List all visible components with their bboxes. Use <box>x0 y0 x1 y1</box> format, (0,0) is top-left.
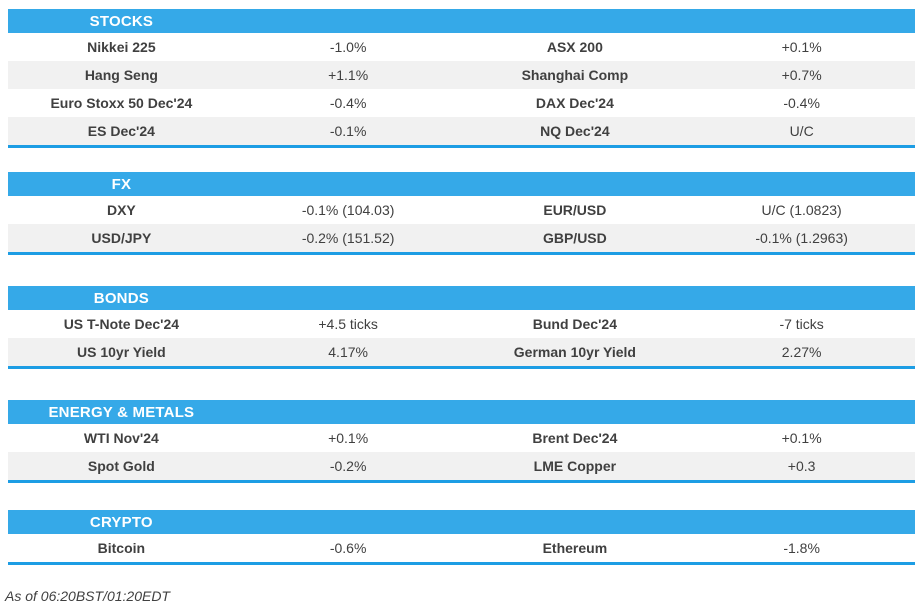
instrument-name: Euro Stoxx 50 Dec'24 <box>50 95 193 111</box>
crypto-section: CRYPTO Bitcoin -0.6% Ethereum -1.8% <box>8 510 915 565</box>
instrument-name: Hang Seng <box>84 67 158 83</box>
bonds-section: BONDS US T-Note Dec'24 +4.5 ticks Bund D… <box>8 286 915 369</box>
instrument-name: Bund Dec'24 <box>532 316 617 332</box>
instrument-name: GBP/USD <box>542 230 607 246</box>
instrument-change: -0.6% <box>329 540 367 556</box>
instrument-change: -0.4% <box>329 95 367 111</box>
energy-metals-section: ENERGY & METALS WTI Nov'24 +0.1% Brent D… <box>8 400 915 483</box>
instrument-change: -0.2% <box>329 458 367 474</box>
instrument-name: ES Dec'24 <box>87 123 155 139</box>
table-row: USD/JPY -0.2% (151.52) GBP/USD -0.1% (1.… <box>8 224 915 252</box>
table-row: ES Dec'24 -0.1% NQ Dec'24 U/C <box>8 117 915 145</box>
stocks-section-header: STOCKS <box>8 9 915 33</box>
table-row: Bitcoin -0.6% Ethereum -1.8% <box>8 534 915 562</box>
table-row: Nikkei 225 -1.0% ASX 200 +0.1% <box>8 33 915 61</box>
table-row: US 10yr Yield 4.17% German 10yr Yield 2.… <box>8 338 915 366</box>
energy-metals-section-header: ENERGY & METALS <box>8 400 915 424</box>
instrument-change: +0.1% <box>328 430 369 446</box>
section-title: ENERGY & METALS <box>48 403 195 421</box>
instrument-name: Ethereum <box>542 540 608 556</box>
instrument-change: +0.1% <box>781 39 822 55</box>
instrument-change: 2.27% <box>781 344 822 360</box>
instrument-change: -0.1% (1.2963) <box>755 230 848 246</box>
instrument-change: -1.8% <box>783 540 820 556</box>
instrument-change: +0.7% <box>781 67 822 83</box>
instrument-change: -1.0% <box>329 39 367 55</box>
fx-section-header: FX <box>8 172 915 196</box>
as-of-timestamp: As of 06:20BST/01:20EDT <box>5 588 170 604</box>
instrument-change: U/C <box>789 123 814 139</box>
table-row: WTI Nov'24 +0.1% Brent Dec'24 +0.1% <box>8 424 915 452</box>
instrument-name: Spot Gold <box>87 458 155 474</box>
instrument-change: +4.5 ticks <box>318 316 378 332</box>
instrument-name: Bitcoin <box>97 540 146 556</box>
section-title: CRYPTO <box>89 513 153 531</box>
instrument-change: -7 ticks <box>779 316 824 332</box>
table-row: Spot Gold -0.2% LME Copper +0.3 <box>8 452 915 480</box>
table-row: Euro Stoxx 50 Dec'24 -0.4% DAX Dec'24 -0… <box>8 89 915 117</box>
table-row: DXY -0.1% (104.03) EUR/USD U/C (1.0823) <box>8 196 915 224</box>
bonds-section-header: BONDS <box>8 286 915 310</box>
crypto-section-header: CRYPTO <box>8 510 915 534</box>
instrument-name: ASX 200 <box>546 39 603 55</box>
instrument-name: German 10yr Yield <box>513 344 636 360</box>
section-title: BONDS <box>93 289 149 307</box>
instrument-name: Shanghai Comp <box>521 67 629 83</box>
instrument-name: US T-Note Dec'24 <box>63 316 180 332</box>
section-title: STOCKS <box>89 12 154 30</box>
section-title: FX <box>111 175 132 193</box>
instrument-name: WTI Nov'24 <box>83 430 159 446</box>
instrument-name: USD/JPY <box>91 230 152 246</box>
instrument-change: +0.3 <box>787 458 816 474</box>
table-row: US T-Note Dec'24 +4.5 ticks Bund Dec'24 … <box>8 310 915 338</box>
instrument-change: 4.17% <box>328 344 368 360</box>
instrument-name: NQ Dec'24 <box>540 123 610 139</box>
instrument-change: -0.1% <box>329 123 367 139</box>
instrument-change: -0.4% <box>783 95 820 111</box>
instrument-change: -0.2% (151.52) <box>301 230 395 246</box>
instrument-name: DAX Dec'24 <box>535 95 614 111</box>
instrument-name: EUR/USD <box>543 202 607 218</box>
fx-section: FX DXY -0.1% (104.03) EUR/USD U/C (1.082… <box>8 172 915 255</box>
instrument-name: Brent Dec'24 <box>532 430 618 446</box>
instrument-change: +0.1% <box>781 430 822 446</box>
instrument-name: LME Copper <box>533 458 617 474</box>
instrument-name: Nikkei 225 <box>87 39 156 55</box>
instrument-change: U/C (1.0823) <box>761 202 842 218</box>
instrument-name: DXY <box>106 202 136 218</box>
instrument-change: -0.1% (104.03) <box>301 202 395 218</box>
instrument-change: +1.1% <box>328 67 369 83</box>
stocks-section: STOCKS Nikkei 225 -1.0% ASX 200 +0.1% Ha… <box>8 9 915 148</box>
table-row: Hang Seng +1.1% Shanghai Comp +0.7% <box>8 61 915 89</box>
instrument-name: US 10yr Yield <box>77 344 166 360</box>
